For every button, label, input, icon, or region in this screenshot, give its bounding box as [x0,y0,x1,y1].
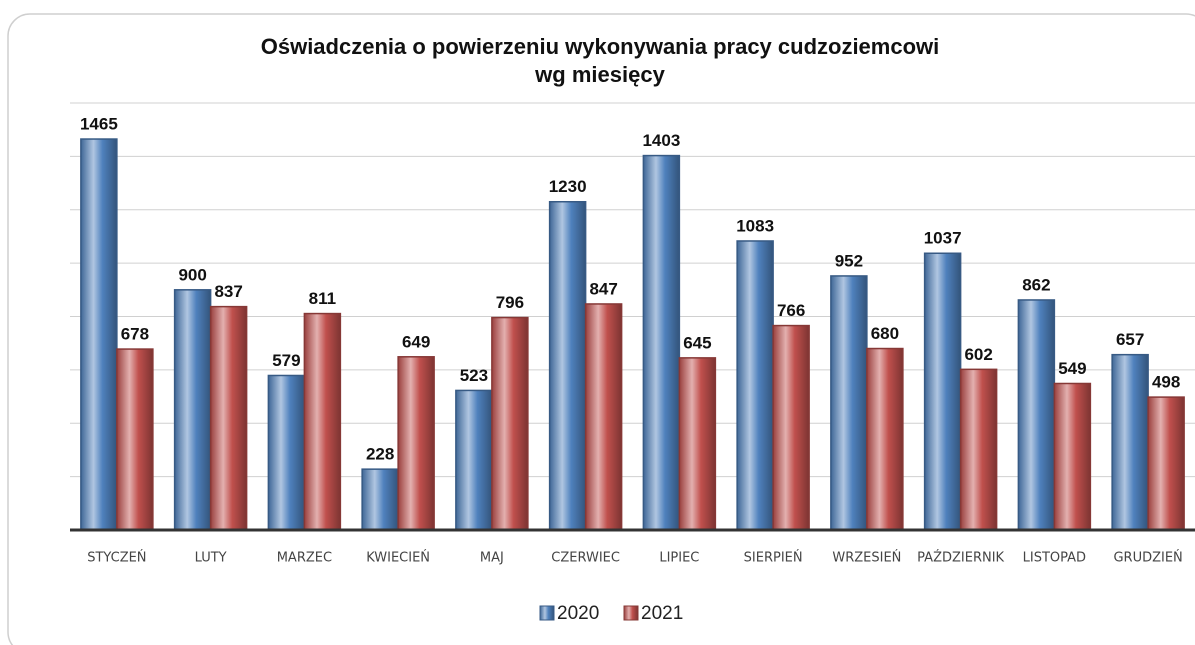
bar [830,275,868,531]
bar [303,312,342,531]
bar [736,240,774,531]
bar [866,347,904,531]
x-tick-label: CZERWIEC [551,551,620,566]
bar [491,316,529,531]
bar [361,468,399,531]
value-label: 579 [272,351,300,370]
chart-title: Oświadczenia o powierzeniu wykonywania p… [261,34,940,59]
legend-label: 2020 [557,603,599,624]
chart-subtitle: wg miesięcy [534,62,665,87]
x-tick-label: GRUDZIEŃ [1113,550,1182,566]
value-label: 811 [309,289,336,308]
x-tick-label: LIPIEC [659,551,699,566]
value-label: 649 [402,332,430,351]
value-label: 900 [178,265,206,284]
bar [678,357,717,531]
value-label: 847 [589,279,617,298]
x-tick-label: STYCZEŃ [87,550,146,566]
x-tick-label: KWIECIEŃ [366,550,430,566]
x-tick-label: MARZEC [277,551,332,566]
value-label: 549 [1058,359,1086,378]
legend-label: 2021 [641,603,683,624]
value-label: 523 [460,366,488,385]
value-label: 766 [777,301,805,320]
bar [267,374,306,531]
x-tick-label: PAŹDZIERNIK [917,550,1004,566]
value-label: 228 [366,445,394,464]
value-label: 680 [871,324,899,343]
x-tick-label: LUTY [195,551,227,566]
x-tick-label: SIERPIEŃ [744,550,803,566]
value-label: 1465 [80,115,118,134]
value-label: 837 [214,282,242,301]
bar [116,348,154,531]
bar [1147,396,1185,531]
bar [1053,382,1092,531]
value-label: 1037 [924,229,962,248]
value-label: 602 [964,345,992,364]
value-label: 498 [1152,373,1180,392]
x-tick-label: WRZESIEŃ [832,550,901,566]
legend-swatch [539,605,555,621]
value-label: 862 [1022,275,1050,294]
value-label: 657 [1116,330,1144,349]
value-label: 1083 [736,216,774,235]
bar [173,289,212,531]
value-label: 1403 [642,131,680,150]
bar [642,154,681,531]
bar [959,368,998,531]
bar [923,252,962,531]
bar [548,200,587,531]
x-tick-label: MAJ [480,551,504,566]
bar [1111,353,1149,531]
value-label: 1230 [549,177,587,196]
value-label: 645 [683,333,711,352]
bar [1017,299,1056,531]
bar [397,356,435,531]
bar [209,305,248,531]
bar [772,324,810,531]
legend-swatch [623,605,639,621]
x-tick-label: LISTOPAD [1023,551,1086,566]
value-label: 952 [835,251,863,270]
value-label: 796 [496,293,524,312]
value-label: 678 [121,325,149,344]
bar [455,389,493,531]
bar [584,303,623,531]
bar [80,138,118,531]
